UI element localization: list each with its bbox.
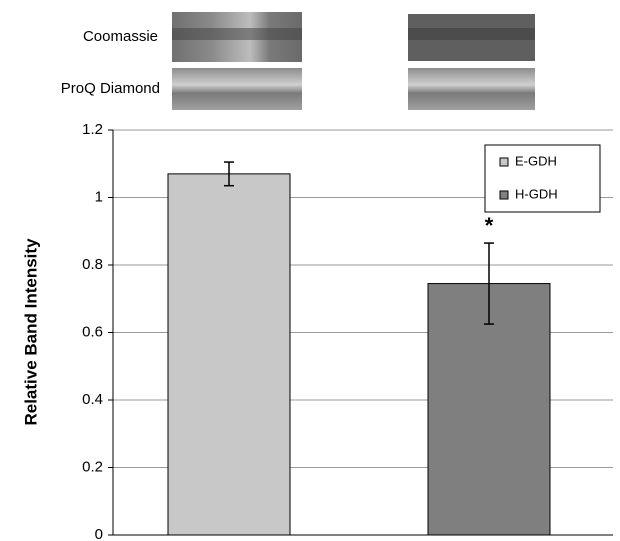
y-axis-title: Relative Band Intensity [21, 238, 40, 426]
y-tick-label: 0 [95, 526, 103, 541]
legend-swatch [500, 158, 508, 166]
bar [168, 174, 290, 535]
legend-label: E-GDH [515, 153, 557, 168]
gel-band [408, 28, 535, 40]
figure: Coomassie ProQ Diamond Relative Band Int… [0, 0, 620, 541]
gel-image [172, 68, 302, 110]
y-tick-label: 0.6 [82, 323, 103, 340]
y-tick-label: 1 [95, 188, 103, 205]
y-tick-label: 0.2 [82, 458, 103, 475]
gel-label: ProQ Diamond [61, 80, 160, 97]
y-tick-label: 0.8 [82, 256, 103, 273]
y-tick-label: 1.2 [82, 121, 103, 138]
legend-swatch [500, 191, 508, 199]
annotation: * [485, 213, 494, 238]
gel-image [408, 68, 535, 110]
gel-band [172, 28, 302, 40]
legend-label: H-GDH [515, 186, 558, 201]
y-tick-label: 0.4 [82, 391, 103, 408]
gel-label: Coomassie [83, 28, 158, 45]
